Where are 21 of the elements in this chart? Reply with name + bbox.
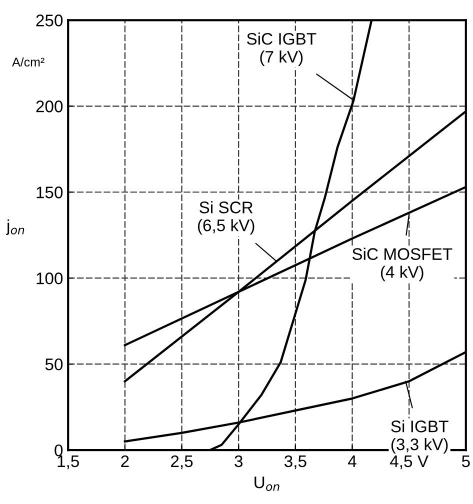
x-axis-title: U$_{on}$ — [254, 476, 280, 491]
annotation: Si IGBT (3,3 kV) — [391, 420, 448, 454]
y-tick-label: 50 — [45, 358, 63, 370]
x-tick-label: 2,5 — [171, 455, 193, 470]
x-tick-label: 1,5 — [58, 456, 79, 470]
y-axis-title: j$_{on}$ — [6, 219, 24, 235]
annotation: Si SCR (6,5 kV) — [198, 201, 254, 235]
x-tick-label: 3 — [234, 455, 242, 468]
y-tick-label: 0 — [54, 444, 63, 456]
x-tick-label: 3,5 — [284, 455, 306, 470]
annotation: SiC IGBT (7 kV) — [246, 32, 316, 66]
y-tick-label: 150 — [36, 186, 63, 198]
y-tick-label: 250 — [36, 14, 63, 26]
y-tick-label: 200 — [36, 100, 63, 112]
x-tick-label: 5 — [462, 456, 470, 468]
x-tick-label: 4,5 V — [390, 456, 428, 470]
annotation: SiC MOSFET (4 kV) — [352, 248, 452, 282]
y-tick-label: 100 — [36, 272, 63, 284]
text: A/cm² — [12, 57, 44, 67]
x-tick-label: 4 — [348, 456, 356, 468]
x-tick-label: 2 — [121, 455, 129, 468]
